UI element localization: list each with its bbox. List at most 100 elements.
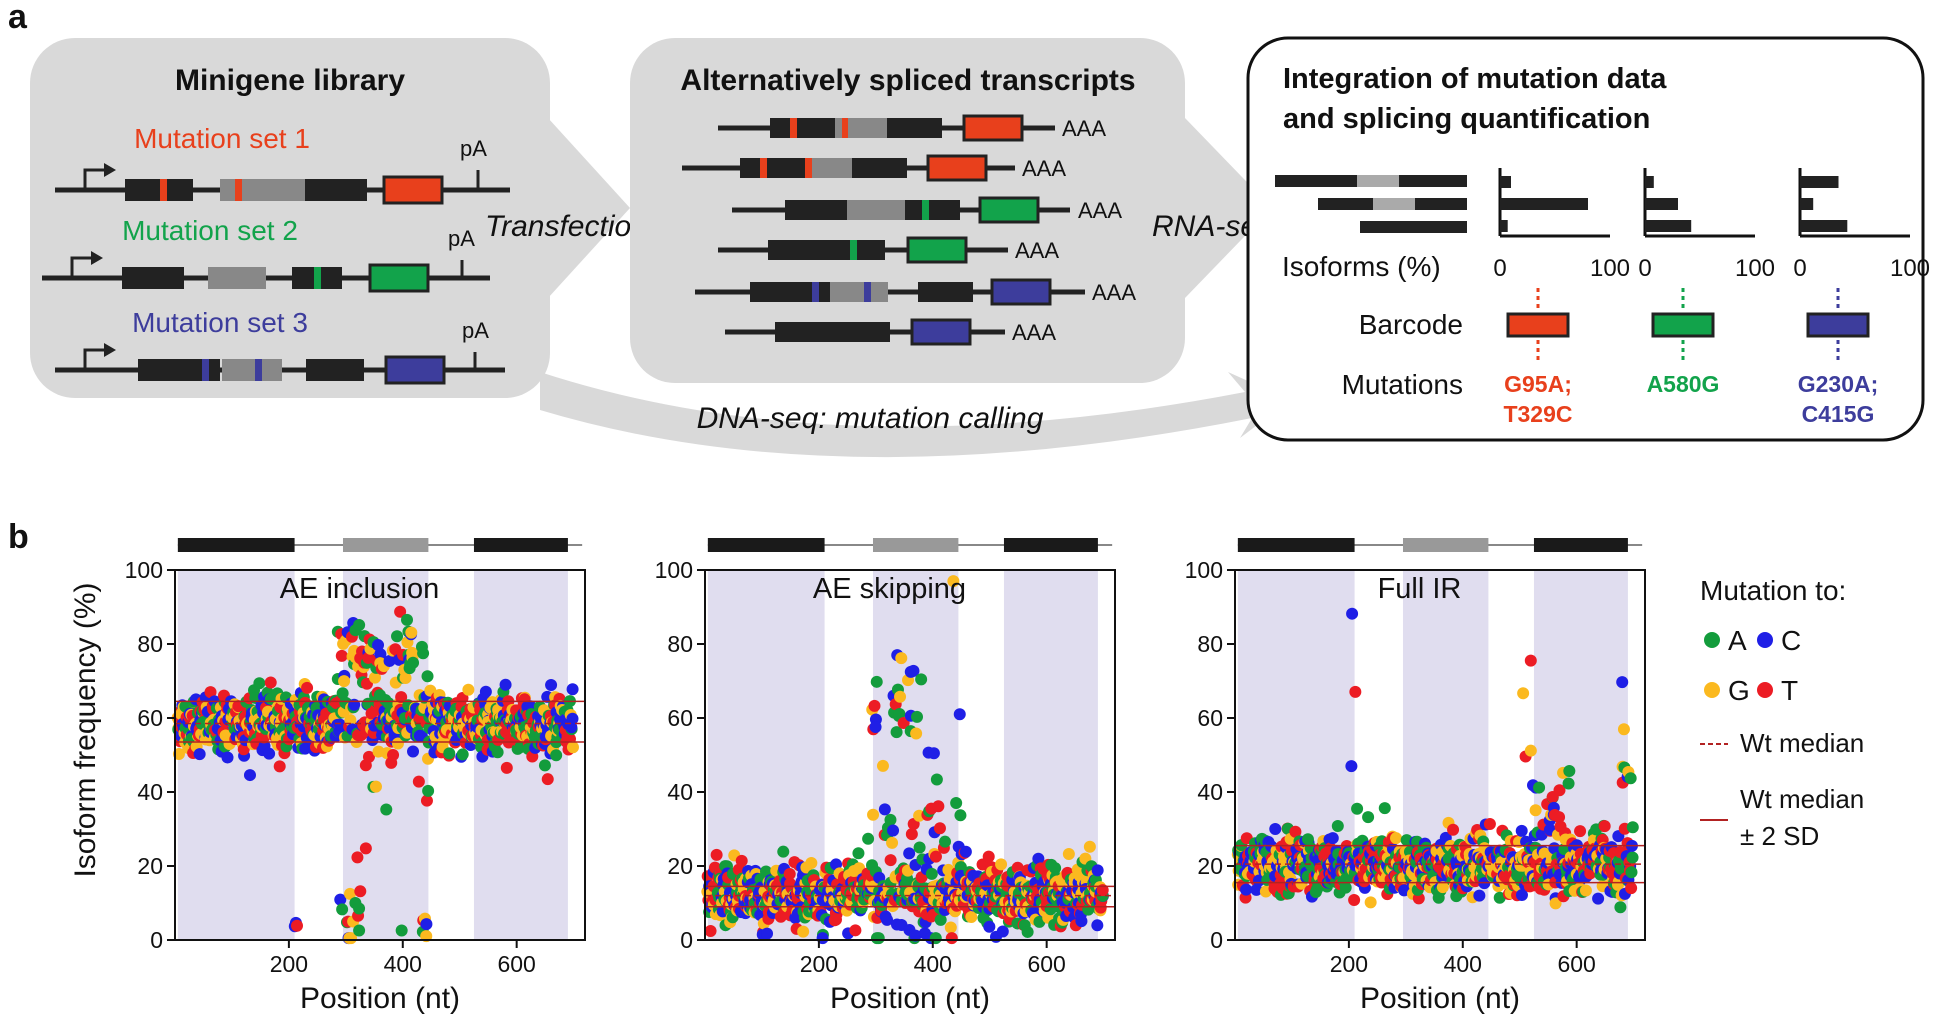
isoform-axis-min: 0 bbox=[1493, 255, 1506, 282]
barcode-rect bbox=[1506, 312, 1570, 338]
data-point bbox=[538, 759, 551, 772]
legend-a-dot bbox=[1704, 632, 1720, 648]
data-point bbox=[1549, 897, 1562, 910]
y-tick-label: 20 bbox=[667, 853, 693, 879]
data-point bbox=[479, 685, 492, 698]
minigene-construct-3: pA bbox=[55, 318, 505, 385]
transcript-2: AAA bbox=[682, 154, 1066, 182]
data-point bbox=[1515, 824, 1528, 837]
data-point bbox=[456, 748, 469, 761]
barcode-label: Barcode bbox=[1359, 309, 1463, 340]
y-tick-label: 40 bbox=[667, 779, 693, 805]
data-point bbox=[910, 727, 923, 740]
legend-median-label: Wt median bbox=[1740, 728, 1864, 758]
data-point bbox=[1533, 781, 1546, 794]
y-tick-label: 60 bbox=[667, 705, 693, 731]
gene-structure-track bbox=[177, 538, 583, 552]
data-point bbox=[353, 902, 366, 915]
data-point bbox=[710, 848, 723, 861]
y-tick-label: 80 bbox=[137, 631, 163, 657]
data-point bbox=[947, 575, 960, 588]
poly-a-label-1: pA bbox=[460, 136, 487, 161]
data-point bbox=[1364, 896, 1377, 909]
data-point bbox=[1091, 864, 1104, 877]
x-tick-label: 600 bbox=[497, 951, 535, 977]
data-point bbox=[401, 613, 414, 626]
isoform-bar bbox=[1645, 198, 1678, 210]
plot-frame bbox=[704, 569, 1116, 941]
data-point bbox=[959, 845, 972, 858]
data-point bbox=[704, 924, 717, 937]
data-point bbox=[1553, 811, 1566, 824]
legend: Mutation to: A C G T Wt median Wt median… bbox=[1700, 575, 1864, 851]
x-tick-label: 400 bbox=[914, 951, 952, 977]
data-point bbox=[399, 671, 412, 684]
data-point bbox=[876, 759, 889, 772]
y-tick-label: 20 bbox=[1197, 853, 1223, 879]
data-point bbox=[500, 761, 513, 774]
integration-columns: 0 100 G95A; T329C 0 100 A580G 0 100 G230A; C415G bbox=[1493, 168, 1930, 427]
data-point bbox=[334, 893, 347, 906]
data-point bbox=[1326, 832, 1339, 845]
data-point bbox=[1351, 802, 1364, 815]
legend-a-label: A bbox=[1728, 625, 1747, 656]
data-point bbox=[1483, 817, 1496, 830]
legend-sd-label-line2: ± 2 SD bbox=[1740, 821, 1819, 851]
data-point bbox=[443, 747, 456, 760]
data-point bbox=[1626, 851, 1639, 864]
isoform-bar bbox=[1800, 198, 1814, 210]
data-point bbox=[1553, 784, 1566, 797]
data-point bbox=[890, 726, 903, 739]
data-point bbox=[870, 675, 883, 688]
data-point bbox=[925, 867, 938, 880]
data-point bbox=[1625, 882, 1638, 895]
data-point bbox=[1617, 723, 1630, 736]
data-point bbox=[1346, 607, 1359, 620]
exon-block bbox=[707, 538, 825, 552]
data-point bbox=[420, 794, 433, 807]
data-point bbox=[1592, 892, 1605, 905]
transcript-3: AAA bbox=[732, 196, 1122, 224]
legend-title: Mutation to: bbox=[1700, 575, 1846, 606]
data-point bbox=[849, 924, 862, 937]
data-point bbox=[1378, 802, 1391, 815]
exon-block bbox=[1402, 538, 1489, 552]
data-point bbox=[1625, 866, 1638, 879]
data-point bbox=[965, 911, 978, 924]
isoform-axis-max: 100 bbox=[1735, 255, 1775, 282]
data-point bbox=[566, 712, 579, 725]
isoform-bar bbox=[1500, 176, 1511, 188]
data-point bbox=[243, 769, 256, 782]
data-point bbox=[264, 676, 277, 689]
transcript-4: AAA bbox=[718, 236, 1059, 264]
x-tick-label: 200 bbox=[1330, 951, 1368, 977]
data-point bbox=[412, 775, 425, 788]
data-point bbox=[1011, 861, 1024, 874]
y-tick-label: 40 bbox=[137, 779, 163, 805]
data-point bbox=[1473, 889, 1486, 902]
plot-title: AE skipping bbox=[813, 573, 966, 605]
data-point bbox=[1021, 925, 1034, 938]
data-point bbox=[387, 749, 400, 762]
data-point bbox=[1348, 893, 1361, 906]
mutation-label: A580G bbox=[1647, 371, 1720, 397]
points-layer bbox=[701, 575, 1109, 945]
data-point bbox=[368, 671, 381, 684]
data-point bbox=[867, 808, 880, 821]
mutation-set-1-label: Mutation set 1 bbox=[134, 123, 310, 154]
data-point bbox=[1447, 823, 1460, 836]
data-point bbox=[886, 836, 899, 849]
data-point bbox=[1524, 654, 1537, 667]
y-tick-label: 100 bbox=[655, 557, 693, 583]
panel-b-label: b bbox=[8, 518, 29, 556]
exon-block bbox=[1237, 538, 1355, 552]
data-point bbox=[237, 743, 250, 756]
x-axis-label: Position (nt) bbox=[830, 982, 990, 1015]
exon-block bbox=[1003, 538, 1098, 552]
data-point bbox=[221, 751, 234, 764]
data-point bbox=[868, 699, 881, 712]
data-point bbox=[1493, 891, 1506, 904]
data-point bbox=[1598, 820, 1611, 833]
data-point bbox=[550, 749, 563, 762]
integration-column-2: 0 100 A580G bbox=[1638, 168, 1775, 397]
